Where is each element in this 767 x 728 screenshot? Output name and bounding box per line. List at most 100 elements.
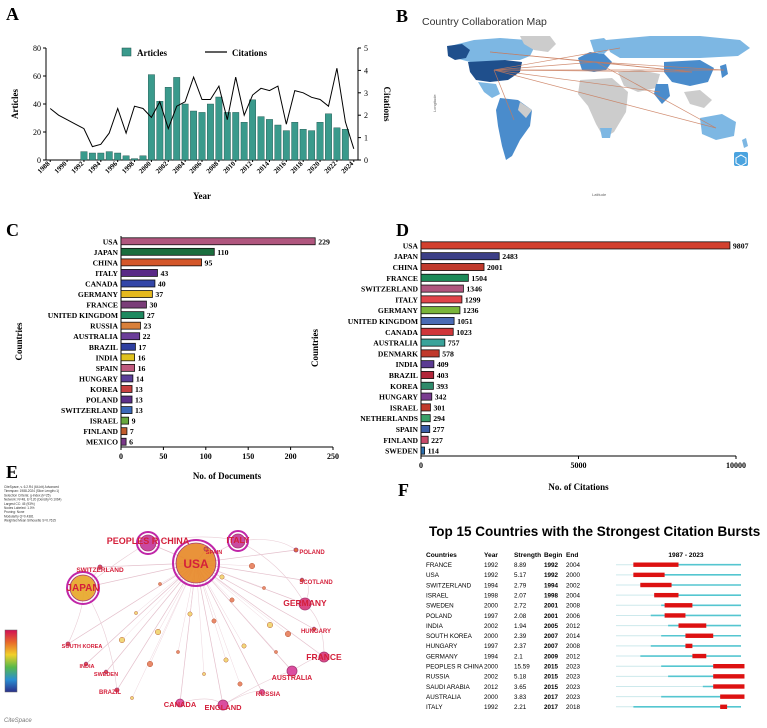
country-label: SPAIN — [396, 425, 419, 434]
network-label: SOUTH KOREA — [62, 644, 103, 650]
x-tick-label: 2008 — [205, 159, 221, 175]
network-edge — [67, 562, 197, 645]
country-bar — [420, 360, 435, 369]
y-tick-label: 20 — [33, 128, 41, 137]
value-label: 1346 — [466, 285, 482, 294]
burst-end: 2004 — [566, 592, 581, 599]
map-south-america-grey — [518, 102, 532, 118]
articles-bar — [173, 77, 181, 161]
network-node-ring — [172, 539, 220, 587]
network-node — [274, 650, 278, 654]
country-bar — [420, 306, 461, 315]
burst-row: GERMANY 1994 2.1 2009 2012 — [426, 653, 741, 660]
network-label: AUSTRALIA — [272, 675, 312, 682]
burst-strength: 2.79 — [514, 582, 527, 589]
country-label: POLAND — [86, 396, 119, 405]
network-edge — [131, 562, 197, 699]
burst-country: INDIA — [426, 623, 444, 630]
map-china — [664, 60, 714, 86]
network-node — [241, 643, 247, 649]
country-label: HUNGARY — [79, 374, 118, 383]
network-node — [175, 698, 185, 708]
map-south-africa — [600, 128, 612, 138]
network-node — [118, 637, 125, 644]
map-russia — [606, 36, 750, 58]
country-bar — [420, 392, 433, 401]
country-bar — [420, 381, 434, 390]
network-edge — [85, 562, 197, 665]
country-bar — [420, 327, 454, 336]
link-usa-india — [493, 69, 661, 93]
value-label: 23 — [144, 322, 152, 331]
network-info-line: CiteSpace, v. 6.2.R4 (64-bit) Advanced — [4, 485, 59, 489]
country-label: KOREA — [390, 382, 418, 391]
burst-begin: 2015 — [544, 674, 559, 681]
y-tick-label: 60 — [33, 72, 41, 81]
articles-bar — [215, 96, 223, 161]
burst-country: ISRAEL — [426, 592, 449, 599]
country-label: MEXICO — [86, 438, 118, 447]
network-info-line: Modularity Q=0.4381 — [4, 514, 34, 518]
burst-end: 2014 — [566, 633, 581, 640]
country-bar — [420, 425, 431, 433]
country-bar — [120, 311, 145, 320]
country-bar — [120, 247, 215, 256]
burst-end: 2002 — [566, 582, 581, 589]
x-tick-label: 1996 — [104, 159, 120, 175]
country-label: CANADA — [385, 328, 418, 337]
burst-country: GERMANY — [426, 653, 459, 660]
articles-bar — [88, 152, 96, 161]
country-label: NETHERLANDS — [360, 414, 418, 423]
burst-strength: 2.08 — [514, 613, 527, 620]
x-tick-label: 100 — [200, 452, 212, 461]
burst-column-header: Begin — [544, 552, 562, 559]
network-label: SCOTLAND — [299, 580, 333, 586]
legend-label-articles: Articles — [137, 48, 167, 58]
burst-bar — [720, 704, 728, 709]
burst-country: USA — [426, 572, 440, 579]
country-label: HUNGARY — [379, 393, 418, 402]
burst-row: USA 1992 5.17 1992 2000 — [426, 572, 741, 579]
panel-f: F Top 15 Countries with the Strongest Ci… — [398, 480, 760, 711]
country-label: INDIA — [96, 353, 119, 362]
value-label: 2001 — [487, 263, 503, 272]
value-label: 1236 — [463, 306, 479, 315]
network-node — [267, 622, 274, 629]
country-label: GERMANY — [78, 290, 119, 299]
articles-bar — [80, 151, 88, 161]
network-info-line: Selection Criteria: g-index (k=25) — [4, 493, 51, 497]
burst-country: ITALY — [426, 704, 443, 711]
y2-axis-title: Citations — [382, 86, 392, 122]
burst-strength: 5.17 — [514, 572, 527, 579]
network-node — [285, 631, 292, 638]
x-tick-label: 1994 — [87, 159, 103, 175]
country-bar — [420, 338, 446, 347]
network-edge — [195, 562, 325, 658]
burst-strength: 2.37 — [514, 643, 527, 650]
burst-row: SWITZERLAND 1994 2.79 1994 2002 — [426, 582, 741, 589]
link-usa-europe — [493, 61, 597, 71]
network-node — [114, 687, 120, 693]
burst-bar — [633, 572, 665, 578]
burst-year: 1994 — [484, 582, 499, 589]
burst-strength: 2.21 — [514, 704, 527, 711]
value-label: 17 — [138, 343, 146, 352]
burst-country: SWITZERLAND — [426, 582, 472, 589]
network-label: SPAIN — [206, 550, 222, 556]
country-label: ITALY — [395, 295, 418, 304]
articles-bar — [282, 130, 290, 161]
burst-year: 1997 — [484, 613, 499, 620]
network-node — [187, 611, 193, 617]
network-node — [262, 586, 266, 590]
x-tick-label: 250 — [327, 452, 339, 461]
burst-end: 2004 — [566, 562, 581, 569]
value-label: 40 — [158, 279, 166, 288]
burst-strength: 8.89 — [514, 562, 527, 569]
x-tick-label: 2024 — [340, 159, 356, 175]
burst-end: 2023 — [566, 694, 581, 701]
value-label: 14 — [136, 374, 144, 383]
articles-bar — [240, 121, 248, 161]
country-bar — [420, 263, 485, 271]
burst-year: 1994 — [484, 653, 499, 660]
y2-tick-label: 2 — [364, 111, 368, 120]
